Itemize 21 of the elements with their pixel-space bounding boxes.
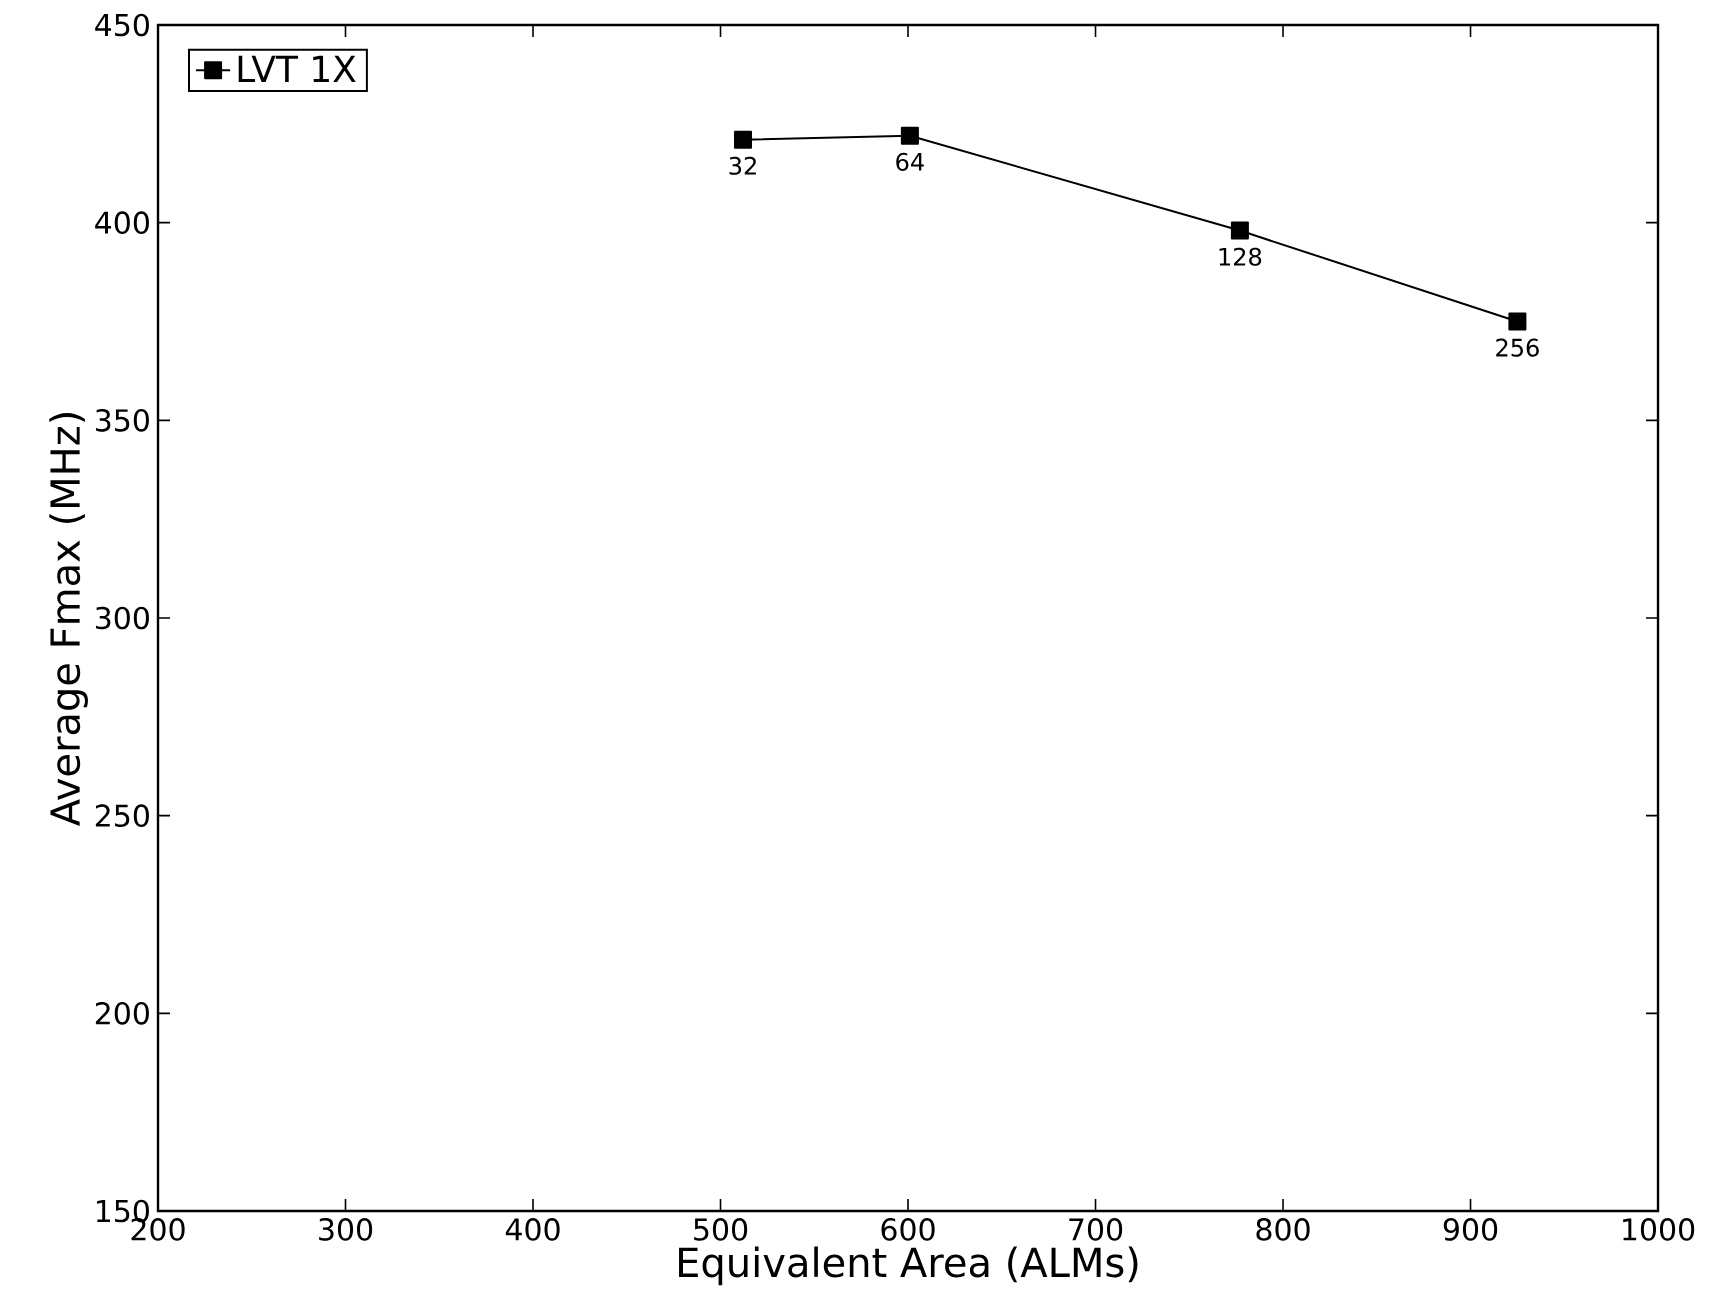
- y-tick-label: 300: [95, 606, 149, 630]
- x-tick-label: 800: [1256, 1218, 1310, 1241]
- x-axis-title: Equivalent Area (ALMs): [679, 1246, 1138, 1286]
- x-tick-label: 1000: [1623, 1218, 1695, 1241]
- annotation: 64: [896, 152, 924, 171]
- x-tick-label: 300: [319, 1218, 373, 1241]
- y-tick-label: 400: [95, 211, 149, 235]
- y-tick-label: 250: [95, 804, 149, 828]
- y-tick-label: 450: [95, 13, 149, 37]
- y-tick-label: 200: [95, 1001, 149, 1025]
- y-tick-label: 350: [95, 408, 149, 432]
- x-tick-label: 400: [505, 1218, 560, 1241]
- annotation: 32: [729, 156, 756, 175]
- x-tick-label: 500: [694, 1218, 748, 1241]
- x-tick-label: 900: [1443, 1218, 1498, 1241]
- annotation: 128: [1219, 247, 1262, 266]
- x-tick-label: 600: [881, 1218, 935, 1241]
- y-axis-title: Average Fmax (MHz): [49, 413, 88, 826]
- legend-label: LVT 1X: [238, 55, 356, 82]
- annotation: 256: [1496, 338, 1539, 357]
- x-tick-label: 700: [1069, 1218, 1123, 1241]
